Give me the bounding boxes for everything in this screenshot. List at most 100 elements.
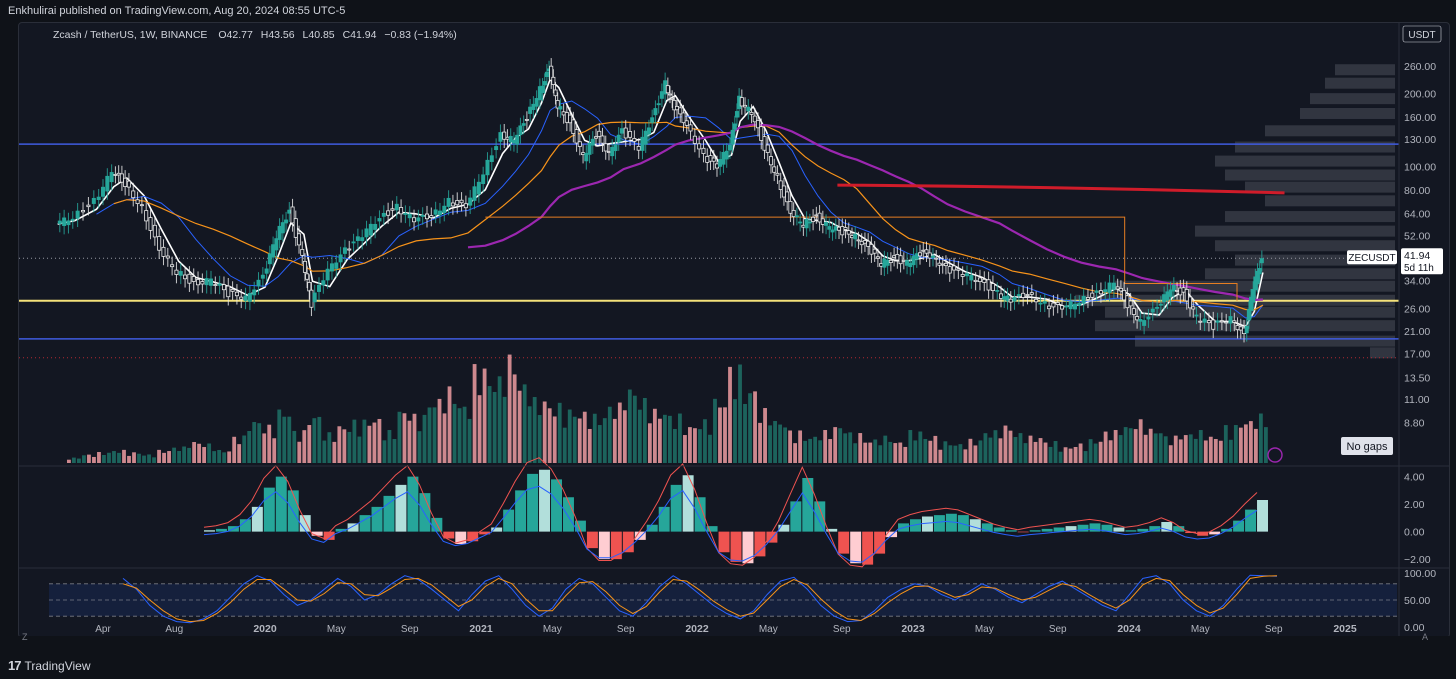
y-tick-label: 8.80 [1404,418,1425,430]
volume-bar [778,424,782,463]
volume-bar [262,433,267,463]
volume-bar [978,440,983,463]
candle-body [1021,292,1026,298]
volume-bar [212,451,217,463]
candle-body [965,273,970,277]
candle-body [924,249,929,254]
candle-body [187,273,192,284]
volume-bar [292,430,297,463]
alert-icon [1267,447,1283,463]
candle-body [307,282,312,292]
volume-bar [422,414,427,463]
volume-bar [1128,428,1133,463]
macd-hist-bar [694,497,706,532]
volume-bar [918,431,923,463]
macd-hist-bar [1077,524,1089,532]
volume-bar [963,449,968,463]
candle-body [982,279,987,283]
candle-body [1228,316,1233,324]
candle-body [119,173,124,183]
candle-body [623,127,628,139]
candle-body [794,215,799,218]
candle-body [502,131,507,140]
candle-body [489,155,494,162]
volume-bar [933,435,938,463]
volume-bar [602,418,607,463]
volume-bar [247,430,252,463]
volume-bar [1243,424,1248,463]
candle-body [732,123,737,130]
candle-body [105,175,110,192]
candle-body [653,108,658,116]
macd-hist-bar [1101,524,1113,532]
candle-body [853,233,858,240]
macd-hist-bar [562,497,574,532]
macd-y-tick: 4.00 [1404,472,1425,484]
volume-bar [507,354,512,463]
candle-body [152,224,157,238]
candle-body [377,218,382,222]
volume-profile-bar [1265,125,1395,137]
candle-body [208,278,213,286]
chart-frame[interactable]: ZECUSDT 41.94 5d 11h USDT 260.00 200.00 160.00… [18,22,1450,638]
timezone-button[interactable]: Z [22,632,28,642]
volume-profile-bar [1205,268,1395,280]
volume-bar [407,420,412,463]
candle-body [515,134,520,145]
volume-profile-bar [1335,64,1395,76]
candle-body [778,180,783,190]
y-tick-label: 26.00 [1404,304,1430,316]
candle-body [284,219,289,224]
candle-body [801,224,806,228]
volume-bar [102,454,106,463]
volume-bar [713,398,717,463]
volume-bar [472,364,477,463]
candle-body [739,97,744,107]
volume-bar [693,428,697,463]
volume-bar [1083,451,1088,463]
macd-hist-bar [634,531,646,540]
volume-bar [843,433,848,463]
volume-bar [983,433,988,463]
candle-body [390,208,395,211]
candle-body [66,220,71,226]
candle-body [70,218,75,221]
candle-body [659,91,664,99]
macd-hist-bar [1065,526,1077,532]
volume-bar [868,442,873,463]
candle-body [196,279,201,286]
candle-body [62,217,67,226]
candle-body [455,200,460,206]
tradingview-brand[interactable]: 17 TradingView [8,658,91,673]
volume-bar [1173,435,1178,463]
candle-body [1150,308,1155,313]
volume-bar [913,440,918,463]
candle-body [999,293,1004,299]
candle-body [1219,320,1224,323]
auto-scale-button[interactable]: A [1422,632,1429,642]
macd-hist-bar [945,513,957,532]
footer: 17 TradingView [0,636,1456,679]
macd-hist-bar [574,520,586,532]
candle-body [1131,308,1136,315]
candle-body [820,218,825,225]
candle-body [342,247,347,254]
candle-body [472,186,477,201]
volume-bar [718,407,722,463]
candle-body [1090,292,1095,298]
candle-body [756,120,761,129]
volume-bar [557,402,562,463]
volume-bar [172,447,176,463]
candle-body [1249,296,1254,312]
candle-body [675,106,680,111]
candle-body [616,134,621,143]
candle-body [300,249,305,256]
volume-bar [1183,435,1188,463]
candle-body [424,213,429,220]
macd-hist-bar [1173,526,1185,532]
macd-hist-bar [215,528,227,532]
volume-bar [67,459,71,463]
candle-body [1168,289,1173,297]
